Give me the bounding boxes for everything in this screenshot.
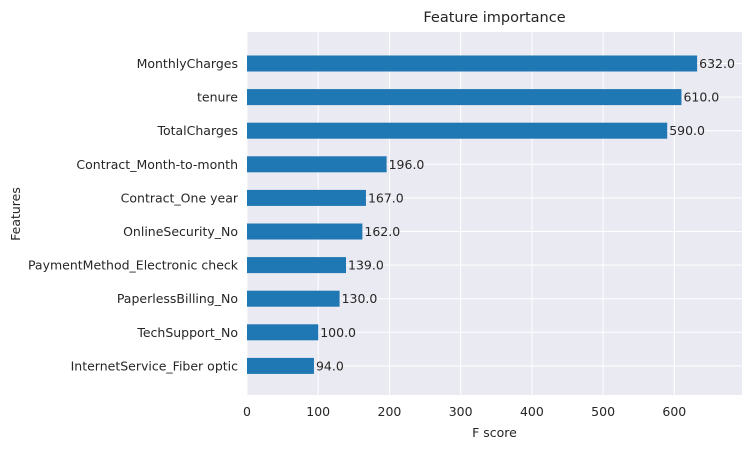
data-labels: 632.0 610.0 590.0 196.0 167.0 162.0 139.0 130.0… bbox=[316, 56, 735, 373]
plot-background bbox=[247, 32, 742, 395]
y-tick-label-0: MonthlyCharges bbox=[137, 56, 238, 71]
y-tick-label-9: InternetService_Fiber optic bbox=[71, 358, 239, 373]
y-axis-label: Features bbox=[8, 187, 23, 241]
x-tick-label-1: 100 bbox=[306, 404, 330, 419]
bar-1 bbox=[247, 89, 682, 106]
data-label-7: 130.0 bbox=[342, 291, 378, 306]
bar-9 bbox=[247, 357, 314, 374]
x-tick-label-2: 200 bbox=[378, 404, 402, 419]
data-label-5: 162.0 bbox=[364, 224, 400, 239]
data-label-2: 590.0 bbox=[669, 123, 705, 138]
y-tick-label-4: Contract_One year bbox=[121, 190, 239, 205]
y-tick-label-7: PaperlessBilling_No bbox=[117, 291, 238, 306]
y-tick-label-3: Contract_Month-to-month bbox=[76, 157, 238, 172]
x-tick-label-6: 600 bbox=[662, 404, 686, 419]
data-label-3: 196.0 bbox=[389, 157, 425, 172]
bar-5 bbox=[247, 223, 363, 240]
x-tick-label-4: 400 bbox=[520, 404, 544, 419]
x-tick-label-5: 500 bbox=[591, 404, 615, 419]
bar-2 bbox=[247, 122, 668, 139]
data-label-1: 610.0 bbox=[683, 90, 719, 105]
y-tick-label-6: PaymentMethod_Electronic check bbox=[28, 258, 239, 273]
chart-title: Feature importance bbox=[423, 10, 565, 26]
y-tick-labels: MonthlyCharges tenure TotalCharges Contract… bbox=[28, 56, 239, 373]
x-tick-label-3: 300 bbox=[449, 404, 473, 419]
y-tick-label-2: TotalCharges bbox=[156, 123, 238, 138]
data-label-8: 100.0 bbox=[320, 325, 356, 340]
bar-4 bbox=[247, 189, 366, 206]
y-tick-label-5: OnlineSecurity_No bbox=[123, 224, 238, 239]
bar-0 bbox=[247, 55, 698, 72]
bars bbox=[247, 55, 698, 374]
x-axis-label: F score bbox=[472, 425, 517, 440]
bar-7 bbox=[247, 290, 340, 307]
data-label-6: 139.0 bbox=[348, 258, 384, 273]
data-label-9: 94.0 bbox=[316, 358, 344, 373]
data-label-0: 632.0 bbox=[699, 56, 735, 71]
y-tick-label-1: tenure bbox=[197, 90, 238, 105]
x-tick-labels: 0 100 200 300 400 500 600 bbox=[243, 404, 686, 419]
x-tick-label-0: 0 bbox=[243, 404, 251, 419]
bar-6 bbox=[247, 257, 346, 274]
data-label-4: 167.0 bbox=[368, 190, 404, 205]
bar-3 bbox=[247, 156, 387, 173]
bar-8 bbox=[247, 324, 319, 341]
y-tick-label-8: TechSupport_No bbox=[136, 325, 238, 340]
